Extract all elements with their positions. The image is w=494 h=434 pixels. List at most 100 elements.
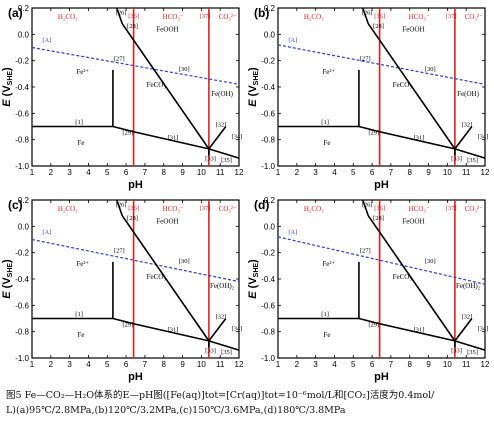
line-marker: [27] <box>114 56 125 63</box>
chart-panel-b: 1 2 3 4 5 6 7 8 9 10 11 12-1.0-0.8-0.6-0.4-0.20.00.… <box>247 4 490 191</box>
species-label-fe: Fe <box>77 139 84 147</box>
x-tick-label: 8 <box>162 360 167 369</box>
x-tick-label: 12 <box>235 360 244 369</box>
species-label-co3: CO₃²⁻ <box>219 13 237 21</box>
species-label-feco3: FeCO₃ <box>147 273 167 281</box>
line-marker: [1] <box>321 311 329 318</box>
phase-boundary-segment <box>112 317 134 325</box>
line-marker: [32] <box>215 122 226 129</box>
species-label-co3: CO₃²⁻ <box>219 205 237 213</box>
phase-boundary-segment <box>367 215 456 342</box>
x-tick-label: 1 <box>30 360 35 369</box>
x-tick-label: 9 <box>426 168 431 177</box>
y-tick-label: -0.8 <box>261 136 275 145</box>
species-label-feooh: FeOOH <box>156 26 178 34</box>
y-tick-label: -0.8 <box>15 136 29 145</box>
y-tick-label: -0.2 <box>15 57 29 66</box>
line-marker: [33] <box>451 348 462 355</box>
y-tick-label: -0.6 <box>261 109 275 118</box>
y-tick-label: -0.4 <box>15 83 29 92</box>
x-tick-label: 5 <box>105 168 110 177</box>
species-label-feoh2: Fe(OH)₂ <box>456 282 481 290</box>
line-marker: [26] <box>116 10 127 17</box>
x-tick-label: 6 <box>124 168 129 177</box>
x-tick-label: 11 <box>216 360 225 369</box>
phase-boundary-segment <box>358 317 380 325</box>
x-tick-label: 12 <box>481 168 490 177</box>
species-label-feooh: FeOOH <box>402 218 424 226</box>
species-label-fe: Fe <box>323 331 330 339</box>
line-marker: [26] <box>362 202 373 209</box>
y-tick-label: 0.2 <box>264 4 276 13</box>
y-tick-label: -0.6 <box>15 301 29 310</box>
line-marker: [30] <box>179 66 190 73</box>
line-marker: [1] <box>75 119 83 126</box>
line-marker: [A] <box>42 37 51 44</box>
line-marker-37: [37] <box>446 13 457 20</box>
line-marker: [33] <box>205 156 216 163</box>
x-tick-label: 5 <box>351 168 356 177</box>
phase-boundary-segment <box>115 199 124 217</box>
line-marker-37: [37] <box>200 205 211 212</box>
line-marker: [34] <box>477 325 488 332</box>
species-label-feoh2: Fe(OH) <box>211 90 233 98</box>
line-marker: [29] <box>368 129 379 136</box>
species-label-feooh: FeOOH <box>156 218 178 226</box>
y-tick-label: 0.2 <box>18 196 30 205</box>
y-tick-label: 0.0 <box>18 222 30 231</box>
panel-letter: (d) <box>254 198 269 212</box>
y-tick-label: -0.2 <box>261 249 275 258</box>
species-label-feco3: FeCO₃ <box>393 81 413 89</box>
x-tick-label: 2 <box>49 360 54 369</box>
x-tick-label: 4 <box>86 360 91 369</box>
panel-letter: (b) <box>254 6 269 20</box>
species-label-feooh: FeOOH <box>402 26 424 34</box>
x-tick-label: 9 <box>180 168 185 177</box>
y-axis-title: E (VSHE) <box>1 259 14 299</box>
line-marker: [31] <box>413 135 424 142</box>
x-tick-label: 6 <box>370 168 375 177</box>
x-tick-label: 7 <box>143 168 148 177</box>
species-label-hco3: HCO₃⁻ <box>163 13 184 21</box>
y-tick-label: -1.0 <box>261 162 275 171</box>
line-marker: [35] <box>221 349 232 356</box>
y-axis-title: E (VSHE) <box>247 67 260 107</box>
y-tick-label: -0.6 <box>15 109 29 118</box>
plot-frame <box>31 199 240 359</box>
phase-boundary-segment <box>454 126 473 150</box>
phase-boundary-segment <box>133 322 210 342</box>
phase-boundary-segment <box>367 23 456 150</box>
x-tick-label: 8 <box>408 360 413 369</box>
line-marker-36: [36] <box>374 205 385 212</box>
x-tick-label: 5 <box>351 360 356 369</box>
species-label-feoh2: Fe(OH)₂ <box>210 282 235 290</box>
y-tick-label: -0.2 <box>261 57 275 66</box>
x-tick-label: 9 <box>180 360 185 369</box>
species-label-fe: Fe <box>323 139 330 147</box>
line-marker: [28] <box>373 23 384 30</box>
species-label-fe: Fe <box>77 331 84 339</box>
y-tick-label: 0.0 <box>264 30 276 39</box>
line-marker: [28] <box>127 23 138 30</box>
x-tick-label: 7 <box>389 168 394 177</box>
x-tick-label: 8 <box>408 168 413 177</box>
water-stability-line <box>31 46 240 85</box>
x-tick-label: 7 <box>143 360 148 369</box>
x-tick-label: 3 <box>67 168 72 177</box>
species-label-hco3: HCO₃⁻ <box>163 205 184 213</box>
phase-boundary-segment <box>112 125 134 133</box>
chart-panel-c: 1 2 3 4 5 6 7 8 9 10 11 12-1.0-0.8-0.6-0.4-0.20.00.… <box>1 196 244 383</box>
species-label-co3: CO₃²⁻ <box>465 205 483 213</box>
y-axis-title: E (VSHE) <box>247 259 260 299</box>
panel-letter: (c) <box>8 198 23 212</box>
x-axis-title: pH <box>128 371 143 383</box>
line-marker: [33] <box>451 156 462 163</box>
line-marker: [29] <box>122 321 133 328</box>
line-marker: [31] <box>167 327 178 334</box>
phase-boundary-segment <box>361 199 370 217</box>
x-tick-label: 5 <box>105 360 110 369</box>
x-tick-label: 3 <box>313 360 318 369</box>
species-label-fe2: Fe²⁺ <box>322 260 335 268</box>
caption-line-1: 图5 Fe—CO₂—H₂O体系的E—pH图([Fe(aq)]tot=[Cr(aq… <box>6 390 435 401</box>
